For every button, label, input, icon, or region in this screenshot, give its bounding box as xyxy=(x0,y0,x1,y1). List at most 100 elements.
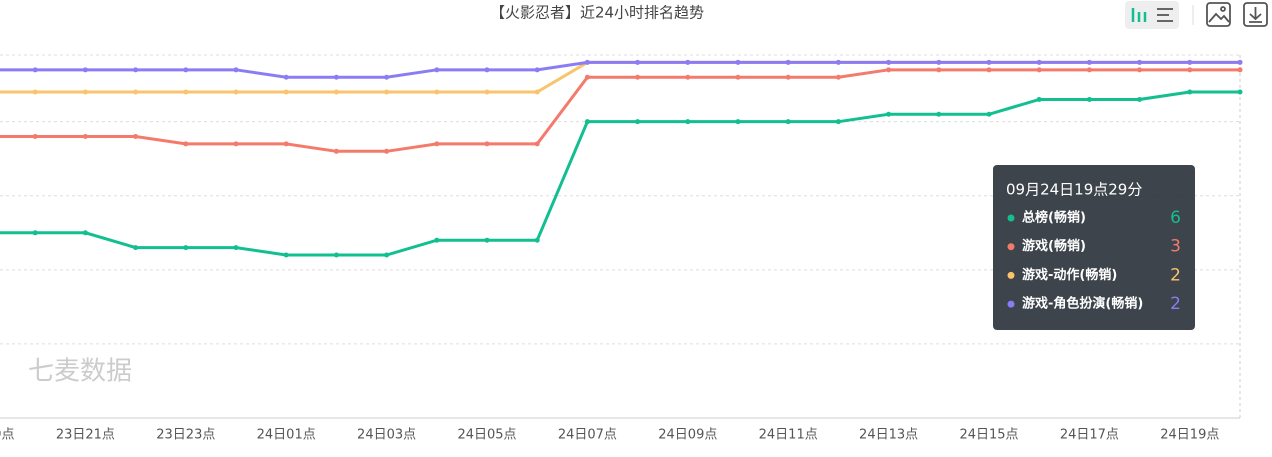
data-point xyxy=(1187,89,1193,95)
data-point xyxy=(886,67,892,73)
x-tick-label: 24日11点 xyxy=(759,428,818,443)
data-point xyxy=(735,59,741,65)
data-point xyxy=(986,111,992,117)
x-tick-label: 24日15点 xyxy=(959,428,1018,443)
data-point xyxy=(835,74,841,80)
data-point xyxy=(986,59,992,65)
data-point xyxy=(1237,89,1243,95)
data-point xyxy=(936,59,942,65)
data-point xyxy=(685,59,691,65)
data-point xyxy=(1137,67,1143,73)
data-point xyxy=(183,141,189,147)
data-point xyxy=(133,67,139,73)
list-switch-icon[interactable] xyxy=(1157,8,1173,22)
data-point xyxy=(283,74,289,80)
data-point xyxy=(82,89,88,95)
tooltip-box xyxy=(993,165,1195,330)
data-point xyxy=(484,67,490,73)
data-point xyxy=(82,230,88,236)
tooltip-value: 6 xyxy=(1170,208,1181,228)
data-point xyxy=(1086,96,1092,102)
chart-title: 【火影忍者】近24小时排名趋势 xyxy=(490,4,704,22)
data-point xyxy=(484,237,490,243)
data-point xyxy=(333,148,339,154)
data-point xyxy=(1086,59,1092,65)
data-point xyxy=(785,119,791,125)
data-point xyxy=(434,67,440,73)
data-point xyxy=(133,133,139,139)
data-point xyxy=(685,119,691,125)
data-point xyxy=(333,89,339,95)
data-point xyxy=(233,245,239,251)
data-point xyxy=(183,89,189,95)
data-point xyxy=(635,119,641,125)
data-point xyxy=(233,67,239,73)
data-point xyxy=(133,89,139,95)
data-point xyxy=(32,67,38,73)
series-line xyxy=(0,68,1240,153)
data-point xyxy=(735,74,741,80)
data-point xyxy=(1237,59,1243,65)
tooltip-series-name: 总榜(畅销) xyxy=(1022,210,1086,226)
data-point xyxy=(384,89,390,95)
data-point xyxy=(32,89,38,95)
x-tick-label: 23日23点 xyxy=(156,428,215,443)
data-point xyxy=(384,148,390,154)
tooltip-series-name: 游戏-动作(畅销) xyxy=(1022,267,1117,283)
data-point xyxy=(635,74,641,80)
data-point xyxy=(333,252,339,258)
tooltip-marker xyxy=(1007,214,1015,222)
data-point xyxy=(133,245,139,251)
data-point xyxy=(1137,96,1143,102)
data-point xyxy=(1036,96,1042,102)
data-point xyxy=(384,252,390,258)
data-point xyxy=(886,59,892,65)
data-point xyxy=(936,67,942,73)
data-point xyxy=(82,133,88,139)
data-point xyxy=(384,74,390,80)
data-point xyxy=(82,67,88,73)
tooltip-title: 09月24日19点29分 xyxy=(1006,181,1142,199)
data-point xyxy=(283,252,289,258)
tooltip-value: 2 xyxy=(1170,294,1181,314)
x-tick-label: 24日19点 xyxy=(1160,428,1219,443)
download-icon[interactable] xyxy=(1243,2,1268,27)
data-point xyxy=(1187,67,1193,73)
data-point xyxy=(584,74,590,80)
tooltip-marker xyxy=(1007,300,1015,308)
data-point xyxy=(32,230,38,236)
data-point xyxy=(584,119,590,125)
data-point xyxy=(1036,67,1042,73)
data-point xyxy=(233,89,239,95)
data-point xyxy=(283,89,289,95)
bar-switch-icon[interactable] xyxy=(1131,8,1147,22)
x-tick-label: 24日01点 xyxy=(257,428,316,443)
x-tick-label: 24日13点 xyxy=(859,428,918,443)
data-point xyxy=(1036,59,1042,65)
x-tick-label: 24日17点 xyxy=(1060,428,1119,443)
x-tick-label: 24日07点 xyxy=(558,428,617,443)
series-line xyxy=(0,60,1240,79)
x-tick-label: 23日19点 xyxy=(0,428,15,443)
x-tick-label: 23日21点 xyxy=(56,428,115,443)
save-image-icon[interactable] xyxy=(1206,2,1231,27)
data-point xyxy=(183,67,189,73)
data-point xyxy=(434,237,440,243)
data-point xyxy=(283,141,289,147)
tooltip-series-name: 游戏(畅销) xyxy=(1022,238,1086,254)
data-point xyxy=(183,245,189,251)
data-point xyxy=(685,74,691,80)
data-point xyxy=(333,74,339,80)
x-tick-label: 24日09点 xyxy=(658,428,717,443)
data-point xyxy=(534,89,540,95)
data-point xyxy=(584,59,590,65)
data-point xyxy=(986,67,992,73)
data-point xyxy=(785,74,791,80)
data-point xyxy=(835,59,841,65)
data-point xyxy=(635,59,641,65)
toolbar xyxy=(1125,1,1268,29)
data-point xyxy=(534,141,540,147)
x-tick-label: 24日05点 xyxy=(457,428,516,443)
data-point xyxy=(735,119,741,125)
